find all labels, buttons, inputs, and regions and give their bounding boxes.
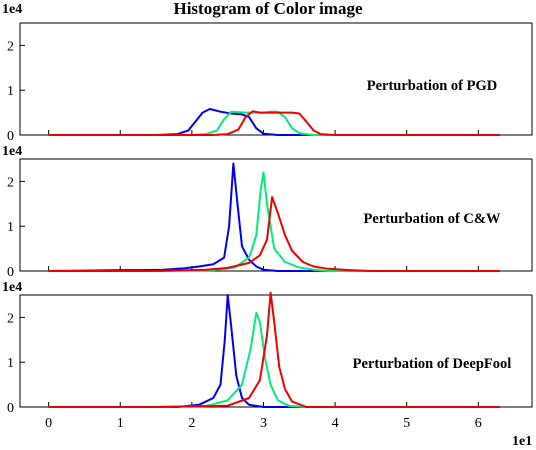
y-multiplier-label: 1e4 xyxy=(2,2,22,17)
series-line-red xyxy=(48,110,500,136)
y-tick-label: 1 xyxy=(7,84,14,99)
y-tick-label: 0 xyxy=(7,265,14,280)
y-tick-label: 2 xyxy=(7,39,14,54)
y-tick-label: 2 xyxy=(7,311,14,326)
x-multiplier-label: 1e1 xyxy=(512,434,532,449)
y-tick-label: 0 xyxy=(7,401,14,416)
series-line-green xyxy=(48,110,500,136)
x-tick-label: 6 xyxy=(475,416,482,431)
y-multiplier-label: 1e4 xyxy=(2,144,22,159)
panels-group: 0 1 2 1e4 Perturbation of PGD 0 1 2 1e4 Perturbat… xyxy=(2,2,533,431)
x-tick-label: 5 xyxy=(403,416,410,431)
y-tick-label: 2 xyxy=(7,175,14,190)
panel-label: Perturbation of C&W xyxy=(364,211,501,227)
y-tick-label: 0 xyxy=(7,129,14,144)
panel-label: Perturbation of DeepFool xyxy=(353,356,512,372)
panel-3: 0 1 2 1e4 Perturbation of DeepFool xyxy=(2,280,533,416)
panel-frame xyxy=(19,294,533,408)
series-line-red xyxy=(48,291,500,408)
series-line-red xyxy=(48,196,500,272)
x-tick-label: 2 xyxy=(188,416,195,431)
y-tick-label: 1 xyxy=(7,220,14,235)
x-tick-label: 4 xyxy=(332,416,339,431)
x-tick-label: 3 xyxy=(260,416,267,431)
y-tick-label: 1 xyxy=(7,356,14,371)
x-tick-label: 0 xyxy=(45,416,52,431)
panel-label: Perturbation of PGD xyxy=(367,78,497,94)
x-tick-label: 1 xyxy=(117,416,124,431)
panel-1: 0 1 2 1e4 Perturbation of PGD xyxy=(2,2,533,144)
y-multiplier-label: 1e4 xyxy=(2,280,22,295)
panel-2: 0 1 2 1e4 Perturbation of C&W xyxy=(2,144,533,280)
chart-title: Histogram of Color image xyxy=(173,0,362,18)
